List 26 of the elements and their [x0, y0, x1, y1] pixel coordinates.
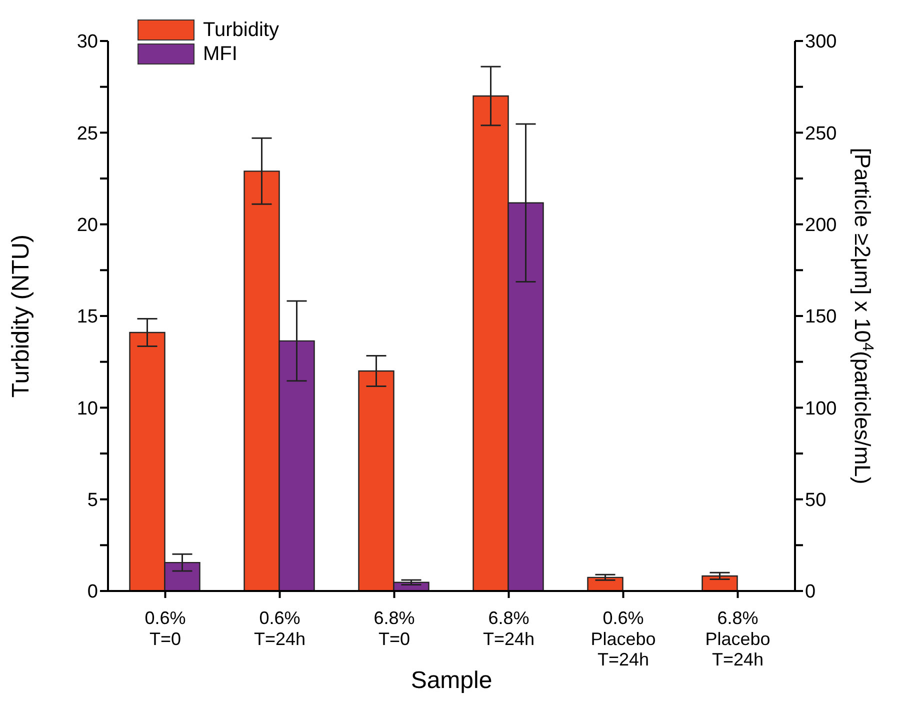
bar: [702, 575, 738, 591]
x-tick-label: 6.8% Placebo T=24h: [705, 608, 770, 670]
x-tick-label: 0.6% Placebo T=24h: [590, 608, 656, 670]
y-tick-label: 10: [76, 398, 98, 420]
y2-tick-label: 50: [805, 490, 826, 512]
y2-tick-label: 300: [805, 32, 837, 53]
y-tick-label: 30: [76, 32, 98, 53]
y-tick-label: 5: [87, 490, 98, 512]
y-tick-label: 20: [76, 215, 98, 236]
y-tick-label: 0: [87, 582, 98, 603]
y-axis-title: Turbidity (NTU): [8, 234, 35, 398]
y-tick-label: 15: [76, 306, 98, 328]
x-tick-label: 6.8% T=0: [374, 608, 415, 649]
bar: [587, 576, 624, 591]
y2-tick-label: 250: [805, 123, 837, 144]
y2-tick-label: 200: [805, 215, 837, 236]
y-tick-label: 25: [76, 123, 98, 144]
x-tick-label: 6.8% T=24h: [482, 608, 535, 649]
x-axis-title: Sample: [410, 667, 492, 694]
y2-tick-label: 0: [805, 582, 816, 603]
y2-tick-label: 100: [805, 398, 837, 420]
y2-tick-label: 150: [805, 306, 837, 328]
legend-label: Turbidity: [203, 18, 279, 42]
x-tick-label: 0.6% T=0: [144, 608, 186, 649]
legend-label: MFI: [203, 42, 238, 66]
x-tick-label: 0.6% T=24h: [254, 608, 306, 649]
